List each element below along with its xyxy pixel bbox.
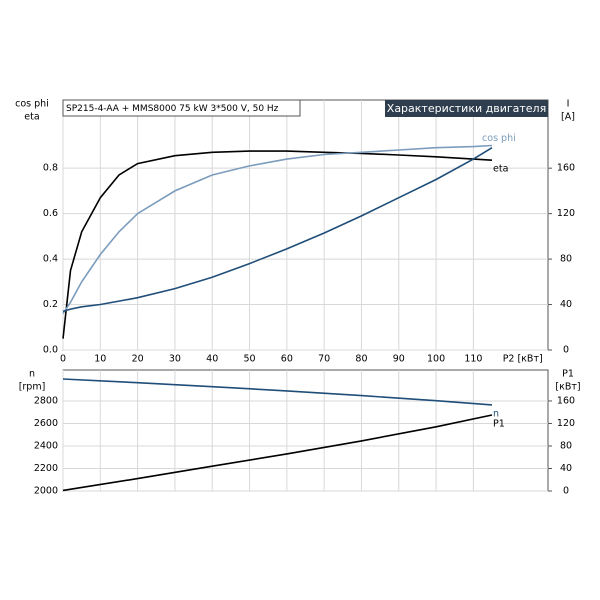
y-tick-label: 0.8 [43,163,58,174]
y-tick-label: 0.2 [43,299,58,310]
y2-tick-label: 0 [563,345,569,356]
series-label: n [493,408,499,419]
x-tick-label: 110 [464,354,482,365]
y2-tick-label: 120 [557,418,575,429]
y2-tick-label: 40 [560,463,572,474]
y2-tick-label: 40 [560,299,572,310]
y-tick-label: 2000 [34,486,58,497]
x-tick-label: 40 [206,354,218,365]
series-line [62,414,493,492]
y-tick-label: 0.6 [43,208,58,219]
y2-tick-label: 120 [557,208,575,219]
x-tick-label: 50 [243,354,255,365]
y2-axis-label: [кВт] [555,382,580,393]
y-tick-label: 0.0 [43,345,58,356]
y2-tick-label: 80 [560,254,572,265]
y-tick-label: 2400 [34,440,58,451]
x-tick-label: 70 [318,354,330,365]
y2-axis-label: [A] [561,112,575,123]
x-tick-label: 0 [60,354,66,365]
series-label: cos phi [482,133,516,144]
series-label: eta [493,164,508,175]
x-tick-label: 20 [132,354,144,365]
chart-title: Характеристики двигателя [387,102,546,115]
plot-frame [62,99,549,351]
y-tick-label: 2600 [34,418,58,429]
y2-axis-label: P1 [562,369,574,380]
x-tick-label: 90 [393,354,405,365]
y-axis-label: n [29,369,35,380]
subtitle-box [62,99,301,117]
x-axis-label: P2 [кВт] [503,354,543,365]
series-line [62,150,493,339]
y2-tick-label: 160 [557,395,575,406]
series-label: P1 [493,419,505,430]
x-tick-label: 30 [169,354,181,365]
series-line [62,147,493,313]
plot-frame [62,369,549,492]
y2-tick-label: 160 [557,163,575,174]
x-tick-label: 100 [427,354,445,365]
x-tick-label: 60 [281,354,293,365]
series-line [62,144,493,315]
y-tick-label: 2200 [34,463,58,474]
x-tick-label: 10 [94,354,106,365]
y-tick-label: 0.4 [43,254,58,265]
y2-tick-label: 0 [563,486,569,497]
title-box [385,100,548,117]
y-tick-label: 2800 [34,395,58,406]
y-axis-label: [rpm] [19,382,46,393]
y-axis-label: cos phi [15,99,49,110]
y2-axis-label: I [567,99,570,110]
subtitle: SP215-4-AA + MMS8000 75 kW 3*500 V, 50 H… [66,104,279,114]
series-line [62,378,493,406]
y-axis-label: eta [24,112,39,123]
x-tick-label: 80 [355,354,367,365]
y2-tick-label: 80 [560,440,572,451]
